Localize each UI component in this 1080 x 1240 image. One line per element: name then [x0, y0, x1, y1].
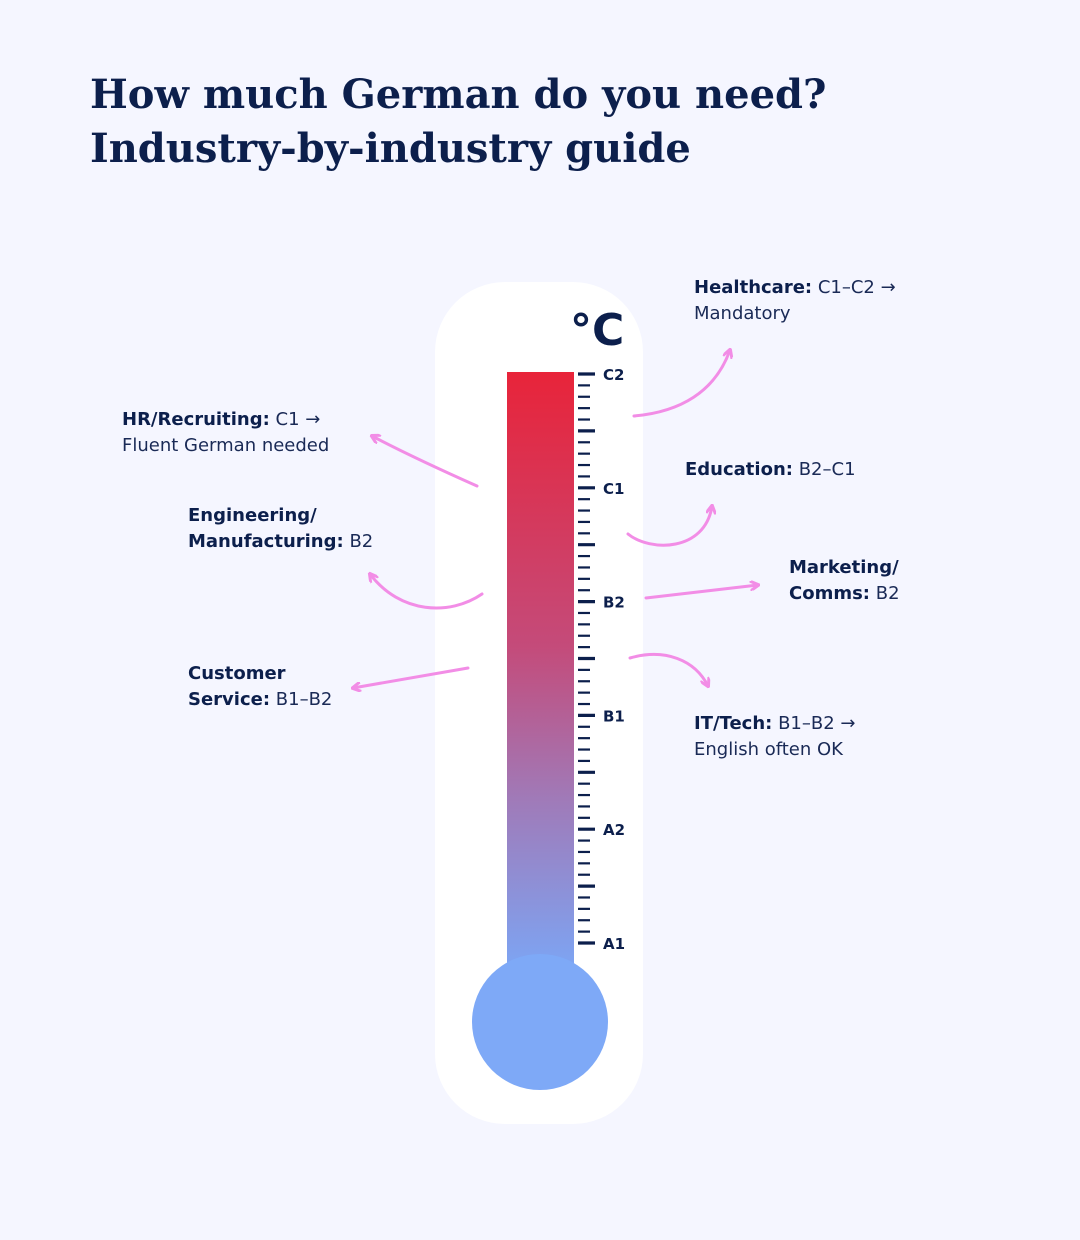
- arrow-engineering: [370, 574, 484, 610]
- arrow-education: [626, 506, 712, 547]
- industry-level: B2: [349, 531, 374, 552]
- industry-name-line1: Engineering/: [188, 505, 317, 526]
- arrow-customer-service: [353, 666, 470, 688]
- industry-note: Fluent German needed: [122, 435, 330, 456]
- industry-name-line1: Marketing/: [789, 557, 899, 578]
- industry-level: C1–C2 →: [817, 277, 896, 298]
- scale-label-a1: A1: [603, 935, 625, 953]
- industry-level: B2–C1: [798, 459, 856, 480]
- label-hr-recruiting: HR/Recruiting: C1 → Fluent German needed: [122, 407, 329, 459]
- industry-level: B2: [875, 583, 900, 604]
- industry-note: Mandatory: [694, 303, 791, 324]
- title-line-1: How much German do you need?: [90, 71, 827, 118]
- thermometer-tube: [507, 372, 574, 982]
- thermometer-bulb: [472, 954, 608, 1090]
- page-title: How much German do you need? Industry-by…: [90, 68, 826, 176]
- arrow-marketing: [644, 585, 758, 600]
- industry-name: HR/Recruiting:: [122, 409, 270, 430]
- label-education: Education: B2–C1: [685, 457, 856, 483]
- celsius-unit-label: °C: [570, 305, 624, 356]
- industry-name: Healthcare:: [694, 277, 813, 298]
- arrow-healthcare: [632, 350, 730, 418]
- industry-name: Education:: [685, 459, 793, 480]
- arrow-it-tech: [628, 653, 708, 686]
- label-marketing: Marketing/ Comms: B2: [789, 555, 900, 607]
- label-healthcare: Healthcare: C1–C2 → Mandatory: [694, 275, 896, 327]
- industry-name-line2: Manufacturing:: [188, 531, 344, 552]
- scale-label-c1: C1: [603, 480, 624, 498]
- industry-level: C1 →: [275, 409, 321, 430]
- industry-level: B1–B2 →: [778, 713, 856, 734]
- scale-labels: C2 C1 B2 B1 A2 A1: [603, 366, 625, 953]
- industry-name-line2: Service:: [188, 689, 271, 710]
- industry-name-line1: Customer: [188, 663, 286, 684]
- arrow-hr-recruiting: [372, 436, 479, 488]
- scale-ticks: [578, 372, 595, 945]
- title-line-2: Industry-by-industry guide: [90, 125, 691, 172]
- arrows: [353, 350, 758, 688]
- scale-label-c2: C2: [603, 366, 624, 384]
- industry-level: B1–B2: [275, 689, 333, 710]
- label-customer-service: Customer Service: B1–B2: [188, 661, 332, 713]
- label-it-tech: IT/Tech: B1–B2 → English often OK: [694, 711, 855, 763]
- industry-name-line2: Comms:: [789, 583, 870, 604]
- industry-note: English often OK: [694, 739, 843, 760]
- scale-label-b2: B2: [603, 594, 625, 612]
- label-engineering: Engineering/ Manufacturing: B2: [188, 503, 373, 555]
- scale-label-a2: A2: [603, 821, 625, 839]
- industry-name: IT/Tech:: [694, 713, 773, 734]
- scale-label-b1: B1: [603, 707, 625, 725]
